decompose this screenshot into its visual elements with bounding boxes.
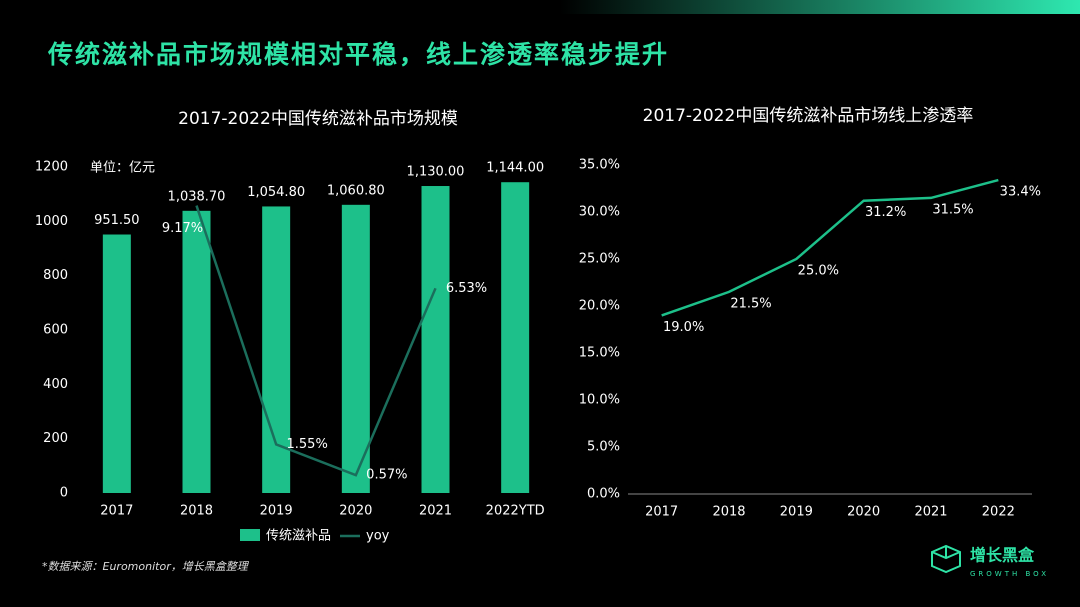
x-tick-label: 2020 [847, 505, 880, 520]
y-tick-label: 1200 [35, 160, 68, 175]
legend-label: yoy [366, 529, 390, 544]
bar [501, 182, 530, 494]
value-label: 0.57% [366, 468, 407, 483]
value-label: 9.17% [162, 221, 203, 236]
x-tick-label: 2022 [982, 505, 1015, 520]
chart-title: 2017-2022中国传统滋补品市场线上渗透率 [643, 106, 974, 126]
logo-icon [931, 544, 961, 574]
y-tick-label: 35.0% [579, 158, 620, 173]
top-decoration [560, 0, 1080, 14]
x-tick-label: 2018 [180, 504, 213, 519]
y-tick-label: 1000 [35, 214, 68, 229]
value-label: 21.5% [730, 296, 771, 311]
y-tick-label: 0.0% [587, 487, 620, 502]
unit-label: 单位：亿元 [90, 161, 155, 176]
value-label: 1,144.00 [486, 161, 544, 176]
slide-title: 传统滋补品市场规模相对平稳，线上渗透率稳步提升 [47, 40, 669, 69]
bar [341, 204, 370, 494]
x-tick-label: 2022YTD [486, 504, 545, 519]
x-tick-label: 2017 [100, 504, 133, 519]
bar [421, 186, 450, 493]
value-label: 951.50 [94, 213, 140, 228]
value-label: 1,038.70 [168, 189, 226, 204]
logo-tagline: GROWTH BOX [970, 570, 1049, 578]
y-tick-label: 5.0% [587, 440, 620, 455]
x-tick-label: 2018 [712, 505, 745, 520]
logo-name: 增长黑盒 [970, 546, 1035, 565]
value-label: 25.0% [798, 264, 839, 279]
y-tick-label: 20.0% [579, 299, 620, 314]
value-label: 1.55% [287, 437, 328, 452]
value-label: 19.0% [663, 320, 704, 335]
value-label: 31.5% [932, 202, 973, 217]
chart-title: 2017-2022中国传统滋补品市场规模 [178, 109, 458, 129]
y-tick-label: 30.0% [579, 205, 620, 220]
value-label: 1,130.00 [407, 165, 465, 180]
bar [182, 210, 211, 494]
x-tick-label: 2021 [419, 504, 452, 519]
legend-label: 传统滋补品 [266, 529, 331, 544]
logo: 增长黑盒 GROWTH BOX [931, 544, 1049, 578]
y-tick-label: 600 [43, 323, 68, 338]
y-tick-label: 400 [43, 377, 68, 392]
x-tick-label: 2019 [260, 504, 293, 519]
y-tick-label: 15.0% [579, 346, 620, 361]
y-tick-label: 10.0% [579, 393, 620, 408]
y-tick-label: 25.0% [579, 252, 620, 267]
legend-swatch [240, 529, 260, 541]
line [195, 205, 437, 477]
value-label: 1,054.80 [247, 185, 305, 200]
value-label: 1,060.80 [327, 183, 385, 198]
x-tick-label: 2019 [780, 505, 813, 520]
x-tick-label: 2021 [914, 505, 947, 520]
line [661, 178, 999, 317]
value-label: 31.2% [865, 205, 906, 220]
bar [102, 234, 131, 494]
value-label: 6.53% [446, 281, 487, 296]
x-tick-label: 2017 [645, 505, 678, 520]
y-tick-label: 200 [43, 431, 68, 446]
source-note: *数据来源：Euromonitor，增长黑盒整理 [42, 560, 250, 573]
value-label: 33.4% [1000, 185, 1041, 200]
y-tick-label: 0 [60, 486, 68, 501]
x-tick-label: 2020 [339, 504, 372, 519]
y-tick-label: 800 [43, 268, 68, 283]
